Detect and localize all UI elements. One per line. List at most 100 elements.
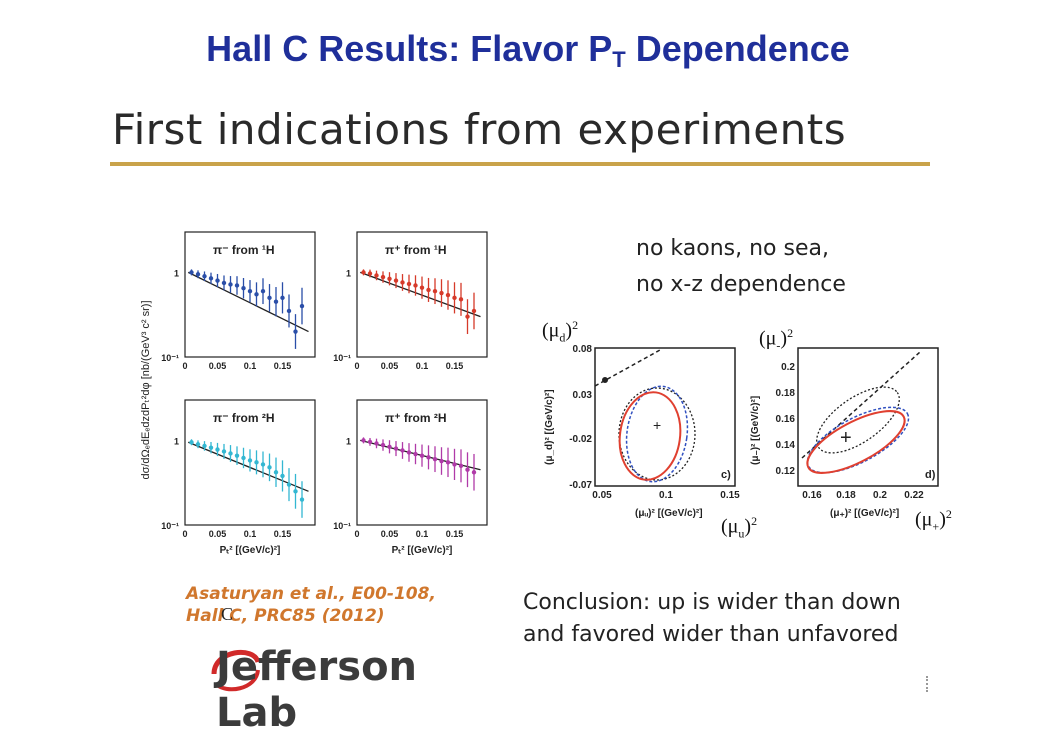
svg-text:0.14: 0.14 — [776, 440, 796, 451]
pt-data-point — [189, 440, 194, 445]
pt-data-point — [293, 329, 298, 334]
pt-data-point — [367, 439, 373, 445]
pt-xtick-label: 0.15 — [274, 361, 292, 371]
jefferson-lab-logo: Jefferson Lab — [208, 640, 448, 736]
pt-data-point — [361, 270, 366, 275]
pt-data-point — [445, 460, 451, 465]
contour-d-bestfit: + — [840, 427, 852, 449]
pt-data-point — [400, 448, 405, 453]
pt-data-point — [234, 283, 240, 288]
pt-data-point — [208, 445, 214, 450]
contour-d-tag: d) — [925, 469, 936, 481]
svg-text:0.2: 0.2 — [873, 490, 887, 501]
pt-xtick-label: 0 — [354, 529, 359, 539]
conclusion-line-2: and favored wider than unfavored — [523, 622, 899, 647]
pt-data-point — [273, 470, 279, 475]
jlab-swirl-icon — [211, 650, 261, 692]
pt-data-point — [202, 274, 207, 279]
pt-data-point — [267, 465, 272, 470]
pt-xtick-label: 0.15 — [446, 361, 464, 371]
slide-title: Hall C Results: Flavor PT Dependence — [206, 28, 850, 72]
pt-data-point — [432, 456, 438, 462]
pt-plot-title: π⁺ from ²H — [385, 411, 447, 425]
pt-data-point — [195, 272, 201, 277]
reference-line-1: Asaturyan et al., E00-108, — [186, 584, 436, 604]
contour-c-point — [602, 377, 608, 383]
pt-data-point — [241, 286, 246, 291]
svg-text:(μ₋)² [(GeV/c)²]: (μ₋)² [(GeV/c)²] — [750, 396, 761, 465]
svg-text:0.03: 0.03 — [573, 390, 593, 401]
pt-xtick-label: 0 — [354, 361, 359, 371]
pt-data-point — [471, 308, 477, 314]
pt-xlabel: Pₜ² [(GeV/c)²] — [220, 545, 281, 556]
pt-ytick-label: 10⁻¹ — [333, 521, 351, 531]
gold-divider — [110, 162, 930, 166]
pt-data-point — [299, 497, 305, 502]
pt-data-point — [241, 455, 246, 461]
pt-plot-frame — [184, 231, 316, 358]
pt-data-point — [208, 276, 214, 281]
pt-ytick-label: 10⁻¹ — [161, 353, 179, 363]
pt-data-point — [367, 271, 373, 276]
label-mu-u: (μu)2 — [721, 514, 758, 541]
svg-text:0.12: 0.12 — [776, 466, 796, 477]
pt-data-point — [426, 455, 431, 460]
logo-text: Jefferson Lab — [216, 644, 418, 736]
pt-xtick-label: 0.05 — [209, 529, 227, 539]
pt-data-point — [195, 442, 201, 447]
pt-data-point — [267, 295, 272, 301]
pt-data-point — [439, 290, 444, 296]
pt-data-point — [380, 274, 386, 280]
pt-data-point — [393, 446, 399, 451]
svg-text:0.22: 0.22 — [904, 490, 924, 501]
pt-data-point — [458, 297, 464, 302]
pt-data-point — [374, 273, 379, 278]
stray-glyph: C — [221, 604, 234, 624]
contour-d: + d) 0.2 0.18 0.16 0.14 0.12 0.16 0.18 0… — [750, 347, 939, 519]
label-mu-plus: (μ+)2 — [915, 507, 952, 534]
pt-data-point — [254, 460, 259, 465]
pt-data-point — [189, 270, 194, 275]
pt-xtick-label: 0.1 — [416, 529, 429, 539]
pt-data-point — [445, 292, 451, 298]
pt-ytick-label: 10⁻¹ — [333, 353, 351, 363]
pt-data-point — [293, 489, 298, 494]
svg-text:0.16: 0.16 — [776, 414, 796, 425]
pt-data-point — [202, 443, 207, 449]
pt-data-point — [465, 467, 470, 472]
pt-xtick-label: 0.05 — [209, 361, 227, 371]
pt-fit-line — [360, 271, 481, 318]
pt-data-point — [406, 450, 412, 455]
svg-text:(μᵤ)² [(GeV/c)²]: (μᵤ)² [(GeV/c)²] — [635, 508, 703, 519]
svg-text:0.2: 0.2 — [781, 362, 795, 373]
pt-xtick-label: 0 — [182, 529, 187, 539]
pt-plot-title: π⁺ from ¹H — [385, 243, 447, 257]
pt-xtick-label: 0.05 — [381, 361, 399, 371]
pt-data-point — [413, 283, 418, 288]
pt-plot-title: π⁻ from ¹H — [213, 243, 275, 257]
pt-plot-title: π⁻ from ²H — [213, 411, 275, 425]
pt-data-point — [286, 308, 292, 314]
svg-text:0.16: 0.16 — [802, 490, 822, 501]
pt-plot-frame — [356, 231, 488, 358]
pt-data-point — [247, 458, 253, 463]
pt-data-point — [452, 462, 457, 467]
pt-ytick-label: 1 — [174, 268, 179, 278]
pt-fit-line — [187, 271, 309, 333]
pt-data-point — [419, 285, 425, 290]
contour-plots: + c) 0.08 0.03 -0.02 -0.07 0.05 0.1 0.15… — [544, 344, 939, 519]
pt-xtick-label: 0.15 — [274, 529, 292, 539]
pt-data-point — [452, 295, 457, 301]
pt-plot-frame — [184, 399, 316, 526]
svg-text:0.18: 0.18 — [776, 388, 796, 399]
pt-data-point — [387, 444, 392, 449]
svg-text:-0.07: -0.07 — [569, 480, 592, 491]
pt-data-point — [221, 280, 227, 286]
pt-data-point — [426, 287, 431, 293]
svg-text:0.18: 0.18 — [836, 490, 856, 501]
pt-plot-frame — [356, 399, 488, 526]
svg-text:(μ_d)² [(GeV/c)²]: (μ_d)² [(GeV/c)²] — [544, 389, 555, 465]
pt-ytick-label: 1 — [174, 436, 179, 446]
pt-data-point — [361, 438, 366, 443]
pt-data-point — [387, 276, 392, 281]
